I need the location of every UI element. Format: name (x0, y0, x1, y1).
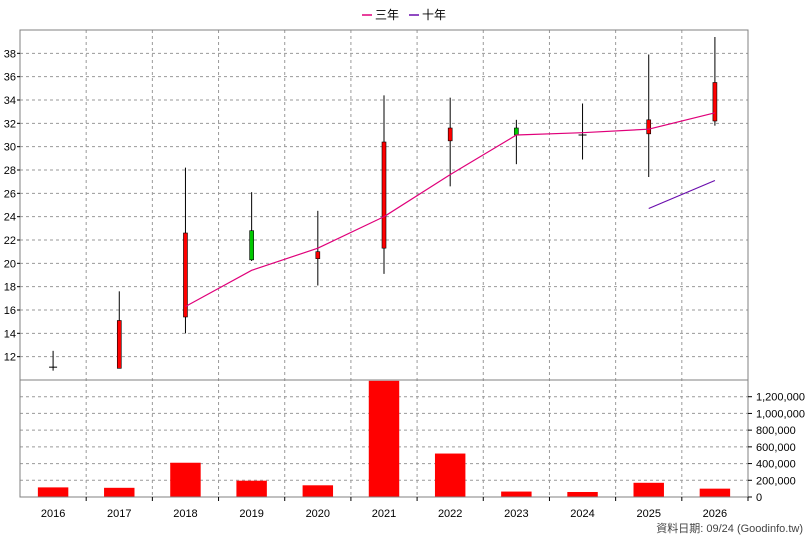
volume-tick-label: 1,200,000 (756, 392, 805, 404)
candle-body (514, 127, 519, 136)
volume-bar (434, 453, 466, 497)
x-tick-label: 2021 (372, 508, 396, 520)
grid-layer (20, 30, 748, 498)
price-tick-label: 38 (4, 48, 16, 60)
x-tick-label: 2023 (504, 508, 528, 520)
axes: 12141618202224262830323436380200,000400,… (4, 29, 805, 520)
volume-bar (302, 485, 334, 497)
candle-body (249, 230, 254, 261)
price-tick-label: 24 (4, 212, 16, 224)
source-label: 資料日期: 09/24 (Goodinfo.tw) (656, 521, 803, 535)
series-line-1 (185, 112, 716, 308)
price-tick-label: 12 (4, 352, 16, 364)
volume-panel-frame (19, 379, 749, 498)
x-tick-label: 2017 (107, 508, 131, 520)
price-tick-label: 18 (4, 282, 16, 294)
candle-body (116, 320, 122, 369)
price-tick-label: 32 (4, 118, 16, 130)
legend-label-series-2: 十年 (422, 8, 446, 22)
volume-bar (170, 462, 201, 497)
x-tick-label: 2019 (239, 508, 263, 520)
volume-tick-label: 0 (756, 492, 762, 504)
candle-body (447, 127, 453, 142)
volume-tick-label: 600,000 (756, 442, 796, 454)
x-tick-label: 2016 (41, 508, 65, 520)
x-tick-label: 2026 (703, 508, 727, 520)
x-tick-label: 2022 (438, 508, 462, 520)
volume-tick-label: 400,000 (756, 459, 796, 471)
candle-body (712, 82, 718, 122)
x-tick-label: 2025 (636, 508, 660, 520)
price-tick-label: 30 (4, 142, 16, 154)
series-line-2 (648, 179, 716, 210)
price-tick-label: 20 (4, 258, 16, 270)
volume-bar (501, 491, 532, 497)
candle-body (315, 251, 321, 259)
price-tick-label: 16 (4, 305, 16, 317)
candle-body (646, 119, 652, 135)
price-tick-label: 28 (4, 165, 16, 177)
volume-bar (104, 487, 135, 497)
moving-average-lines (185, 112, 716, 308)
volume-tick-label: 200,000 (756, 475, 796, 487)
volume-bar (37, 487, 69, 497)
volume-bar (633, 482, 664, 497)
x-tick-label: 2024 (570, 508, 594, 520)
volume-bar (699, 488, 731, 497)
volume-bar (567, 491, 598, 497)
volume-bar (236, 480, 267, 497)
price-tick-label: 34 (4, 95, 16, 107)
x-tick-label: 2018 (173, 508, 197, 520)
price-tick-label: 36 (4, 72, 16, 84)
volume-tick-label: 1,000,000 (756, 408, 805, 420)
candle-body (381, 141, 387, 249)
volume-bar (368, 380, 400, 497)
volume-bars (37, 380, 731, 497)
legend: 三年 十年 (362, 8, 446, 22)
price-tick-label: 14 (4, 328, 16, 340)
x-tick-label: 2020 (306, 508, 330, 520)
price-tick-label: 26 (4, 188, 16, 200)
volume-tick-label: 800,000 (756, 425, 796, 437)
candle-body (183, 232, 188, 318)
price-tick-label: 22 (4, 235, 16, 247)
legend-label-series-1: 三年 (375, 8, 399, 22)
